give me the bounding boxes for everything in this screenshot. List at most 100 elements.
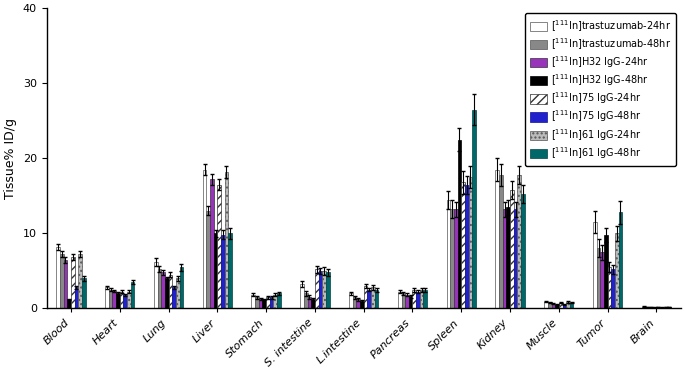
Bar: [551, 304, 556, 308]
Bar: [375, 290, 378, 308]
Bar: [273, 295, 277, 308]
Bar: [604, 235, 608, 308]
Bar: [461, 182, 465, 308]
Bar: [514, 209, 517, 308]
Bar: [105, 288, 109, 308]
Bar: [255, 297, 259, 308]
Bar: [214, 233, 217, 308]
Bar: [465, 185, 469, 308]
Bar: [544, 302, 548, 308]
Bar: [593, 222, 597, 308]
Bar: [315, 269, 319, 308]
Bar: [450, 209, 454, 308]
Bar: [71, 257, 75, 308]
Bar: [169, 275, 172, 308]
Bar: [556, 305, 559, 308]
Bar: [423, 290, 427, 308]
Bar: [112, 291, 116, 308]
Bar: [645, 307, 649, 308]
Bar: [503, 209, 506, 308]
Bar: [165, 278, 169, 308]
Bar: [176, 278, 179, 308]
Bar: [642, 307, 645, 308]
Bar: [131, 282, 134, 308]
Bar: [277, 294, 281, 308]
Bar: [447, 200, 450, 308]
Bar: [228, 233, 232, 308]
Bar: [548, 303, 551, 308]
Bar: [179, 267, 183, 308]
Bar: [611, 269, 615, 308]
Bar: [322, 271, 326, 308]
Bar: [266, 297, 270, 308]
Bar: [412, 290, 416, 308]
Bar: [262, 300, 266, 308]
Bar: [664, 307, 667, 308]
Bar: [210, 179, 214, 308]
Bar: [499, 175, 503, 308]
Bar: [67, 300, 71, 308]
Bar: [225, 172, 228, 308]
Bar: [656, 307, 660, 308]
Bar: [82, 278, 86, 308]
Y-axis label: Tissue% ID/g: Tissue% ID/g: [4, 118, 17, 199]
Legend: [$^{111}$In]trastuzumab-24hr, [$^{111}$In]trastuzumab-48hr, [$^{111}$In]H32 IgG-: [$^{111}$In]trastuzumab-24hr, [$^{111}$I…: [525, 13, 676, 166]
Bar: [308, 297, 311, 308]
Bar: [416, 292, 420, 308]
Bar: [356, 300, 360, 308]
Bar: [364, 286, 367, 308]
Bar: [326, 272, 329, 308]
Bar: [653, 307, 656, 308]
Bar: [319, 271, 322, 308]
Bar: [109, 290, 112, 308]
Bar: [259, 299, 262, 308]
Bar: [154, 262, 158, 308]
Bar: [123, 295, 127, 308]
Bar: [619, 212, 622, 308]
Bar: [221, 235, 225, 308]
Bar: [454, 209, 458, 308]
Bar: [270, 297, 273, 308]
Bar: [60, 254, 64, 308]
Bar: [127, 292, 131, 308]
Bar: [600, 252, 604, 308]
Bar: [251, 295, 255, 308]
Bar: [158, 269, 161, 308]
Bar: [300, 285, 304, 308]
Bar: [206, 211, 210, 308]
Bar: [78, 254, 82, 308]
Bar: [562, 305, 566, 308]
Bar: [521, 194, 525, 308]
Bar: [566, 302, 570, 308]
Bar: [203, 170, 206, 308]
Bar: [311, 300, 315, 308]
Bar: [349, 294, 353, 308]
Bar: [615, 233, 619, 308]
Bar: [161, 272, 165, 308]
Bar: [360, 301, 364, 308]
Bar: [116, 294, 120, 308]
Bar: [64, 260, 67, 308]
Bar: [495, 170, 499, 308]
Bar: [608, 267, 611, 308]
Bar: [405, 295, 409, 308]
Bar: [367, 290, 371, 308]
Bar: [217, 185, 221, 308]
Bar: [570, 303, 573, 308]
Bar: [398, 292, 401, 308]
Bar: [559, 303, 562, 308]
Bar: [353, 297, 356, 308]
Bar: [401, 294, 405, 308]
Bar: [667, 307, 671, 308]
Bar: [75, 288, 78, 308]
Bar: [506, 207, 510, 308]
Bar: [120, 292, 123, 308]
Bar: [420, 290, 423, 308]
Bar: [510, 190, 514, 308]
Bar: [597, 248, 600, 308]
Bar: [469, 177, 472, 308]
Bar: [472, 110, 476, 308]
Bar: [56, 247, 60, 308]
Bar: [458, 140, 461, 308]
Bar: [649, 307, 653, 308]
